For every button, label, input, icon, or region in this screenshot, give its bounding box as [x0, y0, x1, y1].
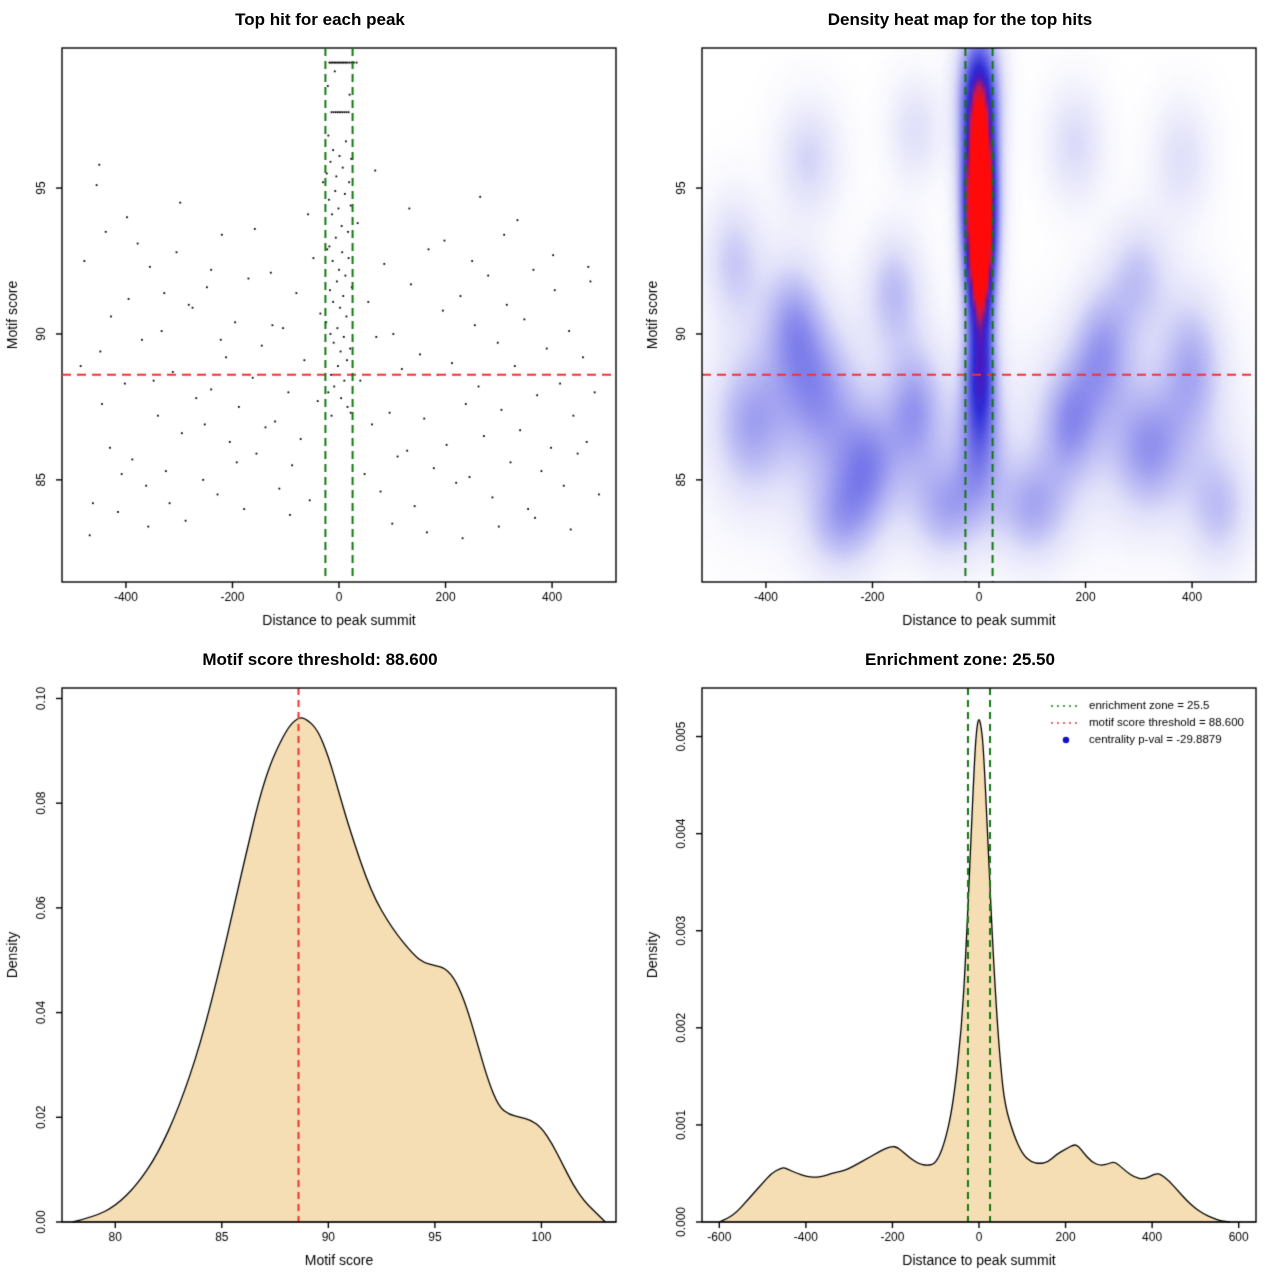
scatter-canvas	[0, 0, 640, 640]
panel-distance-density: Enrichment zone: 25.50	[640, 640, 1280, 1280]
distance-density-title: Enrichment zone: 25.50	[865, 650, 1055, 669]
heatmap-title: Density heat map for the top hits	[827, 10, 1093, 29]
panel-score-density: Motif score threshold: 88.600	[0, 640, 640, 1280]
score-density-canvas	[0, 640, 640, 1280]
score-density-title: Motif score threshold: 88.600	[202, 650, 438, 669]
scatter-title: Top hit for each peak	[235, 10, 405, 29]
distance-density-canvas	[640, 640, 1280, 1280]
panel-density-heatmap: Density heat map for the top hits	[640, 0, 1280, 640]
heatmap-canvas	[640, 0, 1280, 640]
panel-top-hits-scatter: Top hit for each peak	[0, 0, 640, 640]
